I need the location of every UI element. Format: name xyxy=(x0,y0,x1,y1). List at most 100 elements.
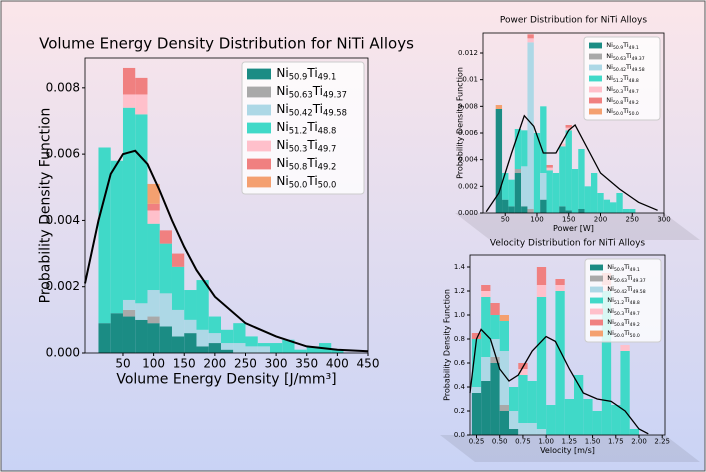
bar xyxy=(269,343,283,353)
bar xyxy=(110,160,123,314)
bar xyxy=(159,243,172,294)
bar xyxy=(159,293,172,327)
bar xyxy=(220,343,234,350)
bar xyxy=(536,429,547,435)
bar xyxy=(564,399,574,435)
legend-label: Ni50.0​Ti50.0​ xyxy=(607,329,640,338)
bar xyxy=(509,411,519,429)
bar xyxy=(578,209,585,213)
legend-label: Ni50.8​Ti49.2​ xyxy=(276,155,336,171)
bar xyxy=(540,106,547,173)
bar xyxy=(555,285,565,291)
bar xyxy=(490,357,500,363)
bar xyxy=(282,339,295,353)
x-tick-label: 300 xyxy=(265,356,288,370)
bar xyxy=(490,315,500,339)
y-tick-label: 0.002 xyxy=(46,279,80,293)
bar xyxy=(502,199,509,213)
x-tick-label: 50 xyxy=(501,215,510,223)
legend-swatch xyxy=(589,97,602,104)
bar xyxy=(592,411,602,435)
legend-swatch xyxy=(247,140,271,152)
x-tick-label: 100 xyxy=(142,356,165,370)
chart-title: Volume Energy Density Distribution for N… xyxy=(39,35,414,53)
bar xyxy=(508,179,515,207)
legend-swatch xyxy=(589,108,602,115)
bar xyxy=(171,336,185,353)
legend-swatch xyxy=(590,319,603,326)
legend-label: Ni50.0​Ti50.0​ xyxy=(606,107,639,116)
legend-label: Ni50.8​Ti49.2​ xyxy=(607,318,640,327)
bar xyxy=(629,209,636,213)
bar xyxy=(481,285,491,291)
x-tick-label: 1.75 xyxy=(608,437,624,445)
bar xyxy=(559,143,566,147)
x-tick-label: 450 xyxy=(357,356,380,370)
y-tick-label: 0.8 xyxy=(454,335,465,343)
bar xyxy=(147,316,160,324)
bar xyxy=(110,313,123,353)
x-axis-label: Velocity [m/s] xyxy=(540,446,595,455)
bar xyxy=(514,169,522,173)
kde-curve xyxy=(469,328,649,435)
bar xyxy=(508,206,515,213)
bar xyxy=(245,346,258,353)
bar xyxy=(559,146,566,207)
bar xyxy=(208,316,221,334)
legend-label: Ni50.63​Ti49.37​ xyxy=(607,274,645,283)
bar xyxy=(147,323,160,353)
bar xyxy=(184,290,197,320)
bar xyxy=(306,346,319,353)
x-tick-label: 0.25 xyxy=(469,437,485,445)
bar xyxy=(546,170,553,213)
bar xyxy=(555,279,565,285)
y-tick-label: 0.004 xyxy=(458,156,479,164)
bar xyxy=(196,329,209,347)
bar xyxy=(471,333,482,339)
bar xyxy=(590,173,598,213)
x-tick-label: 150 xyxy=(173,356,196,370)
y-tick-label: 0.002 xyxy=(458,182,478,190)
y-tick-label: 0.01 xyxy=(462,76,478,84)
x-axis-label: Power [W] xyxy=(553,224,594,233)
bar xyxy=(546,167,553,171)
legend-swatch xyxy=(247,122,271,134)
bar xyxy=(159,326,172,353)
legend-label: Ni50.9​Ti49.1​ xyxy=(607,263,640,272)
bar xyxy=(147,203,160,211)
bar xyxy=(611,405,621,435)
bar xyxy=(471,393,482,435)
bar xyxy=(471,339,482,387)
legend-label: Ni50.0​Ti50.0​ xyxy=(276,173,336,189)
bar xyxy=(536,297,547,429)
legend-label: Ni50.42​Ti49.58​ xyxy=(606,63,644,72)
legend-label: Ni50.42​Ti49.58​ xyxy=(607,285,645,294)
x-tick-label: 250 xyxy=(626,215,639,223)
bar xyxy=(540,199,547,213)
bar xyxy=(122,309,136,317)
bar xyxy=(294,349,307,353)
bar xyxy=(622,209,630,213)
legend-swatch xyxy=(590,330,603,337)
x-tick-label: 50 xyxy=(115,356,130,370)
bar xyxy=(481,381,491,435)
bar xyxy=(521,206,528,213)
bar xyxy=(135,94,148,115)
y-axis-label: Probability Density Function xyxy=(456,67,465,179)
legend-label: Ni51.2​Ti48.8​ xyxy=(606,74,639,83)
x-tick-label: 1.00 xyxy=(538,437,554,445)
axes-frame xyxy=(84,57,369,354)
bar xyxy=(481,357,491,381)
y-tick-label: 0.006 xyxy=(458,129,479,137)
bar xyxy=(518,369,528,375)
legend-swatch xyxy=(247,176,271,188)
x-tick-label: 300 xyxy=(657,215,670,223)
bar xyxy=(565,125,572,128)
bar xyxy=(331,349,344,353)
x-tick-label: 100 xyxy=(530,215,543,223)
bar xyxy=(527,38,534,43)
bar xyxy=(502,173,509,200)
bar xyxy=(171,266,185,310)
legend-swatch xyxy=(589,42,602,49)
chart-title: Power Distribution for NiTi Alloys xyxy=(500,16,647,26)
